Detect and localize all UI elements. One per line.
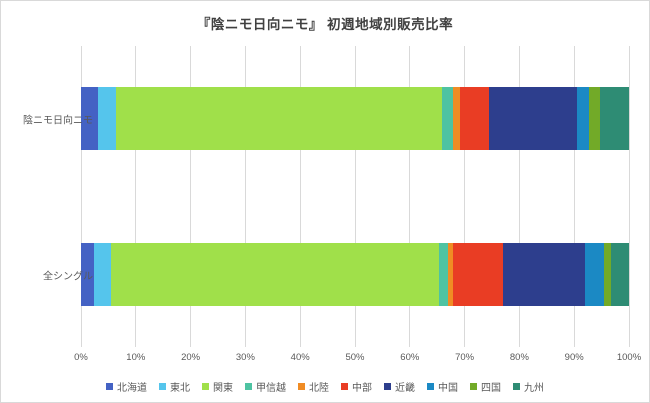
bar-segment [111,243,440,306]
legend-swatch [159,383,166,390]
gridline [628,46,630,343]
bar-segment [599,87,629,150]
x-axis-tick-mark [299,343,301,347]
bar-segment [448,243,454,306]
bar-segment [439,243,449,306]
x-axis-tick-label: 80% [509,352,529,363]
bar-row [81,243,629,306]
legend-swatch [245,383,252,390]
x-axis-tick-mark [135,343,137,347]
gridline [80,46,82,343]
legend-swatch [384,383,391,390]
legend-label: 四国 [481,383,501,394]
legend-item: 北海道 [106,379,147,394]
gridline [573,46,575,343]
legend-swatch [427,383,434,390]
bar-segment [81,243,95,306]
legend-label: 北陸 [309,383,329,394]
x-axis-tick-mark [80,343,82,347]
gridline [464,46,466,343]
legend-swatch [298,383,305,390]
legend-item: 近畿 [384,379,415,394]
bar-segment [453,87,460,150]
legend-label: 九州 [524,383,544,394]
legend-item: 東北 [159,379,190,394]
legend-label: 中国 [438,383,458,394]
legend-swatch [202,383,209,390]
legend-swatch [470,383,477,390]
x-axis-tick-mark [409,343,411,347]
gridline [244,46,246,343]
legend-label: 中部 [352,383,372,394]
gridline [354,46,356,343]
x-axis-tick-label: 10% [126,352,146,363]
legend-item: 関東 [202,379,233,394]
bar-segment [603,243,611,306]
x-axis-tick-mark [354,343,356,347]
x-axis-tick-mark [464,343,466,347]
x-axis-tick-mark [244,343,246,347]
x-axis-tick-label: 90% [564,352,584,363]
bar-segment [588,87,600,150]
gridline [299,46,301,343]
x-axis-tick-label: 20% [181,352,201,363]
x-axis-tick-label: 70% [455,352,475,363]
gridline [190,46,192,343]
legend-item: 中国 [427,379,458,394]
gridline [518,46,520,343]
legend-item: 四国 [470,379,501,394]
x-axis-tick-label: 60% [400,352,420,363]
bar-segment [488,87,577,150]
bar-segment [576,87,589,150]
legend-item: 中部 [341,379,372,394]
legend-label: 北海道 [117,383,147,394]
bar-segment [97,87,117,150]
x-axis-tick-mark [573,343,575,347]
chart-title: 『陰ニモ日向ニモ』 初週地域別販売比率 [196,17,454,32]
bar-segment [442,87,454,150]
bar-segment [459,87,489,150]
legend-swatch [341,383,348,390]
legend-item: 北陸 [298,379,329,394]
legend-label: 東北 [170,383,190,394]
x-axis-tick-label: 40% [290,352,310,363]
bar-segment [610,243,629,306]
bar-segment [81,87,98,150]
legend-item: 甲信越 [245,379,286,394]
legend-item: 九州 [513,379,544,394]
bar-segment [453,243,503,306]
category-label: 陰ニモ日向ニモ [23,115,93,126]
bar-row [81,87,629,150]
legend-label: 甲信越 [256,383,286,394]
x-axis-tick-label: 30% [235,352,255,363]
x-axis-tick-label: 50% [345,352,365,363]
legend-label: 関東 [213,383,233,394]
gridline [409,46,411,343]
category-label: 全シングル [43,271,93,282]
plot-area [80,46,630,347]
x-axis-tick-label: 100% [616,352,642,363]
bar-segment [502,243,586,306]
gridline [135,46,137,343]
bar-segment [94,243,112,306]
x-axis-tick-mark [190,343,192,347]
legend-label: 近畿 [395,383,415,394]
x-axis-tick-mark [628,343,630,347]
legend: 北海道 東北 関東 甲信越 北陸 中部 近畿 中国 四国 九州 [1,379,649,394]
x-axis-tick-mark [518,343,520,347]
legend-swatch [106,383,113,390]
bar-segment [116,87,443,150]
x-axis-tick-label: 0% [74,352,88,363]
bar-segment [585,243,604,306]
legend-swatch [513,383,520,390]
